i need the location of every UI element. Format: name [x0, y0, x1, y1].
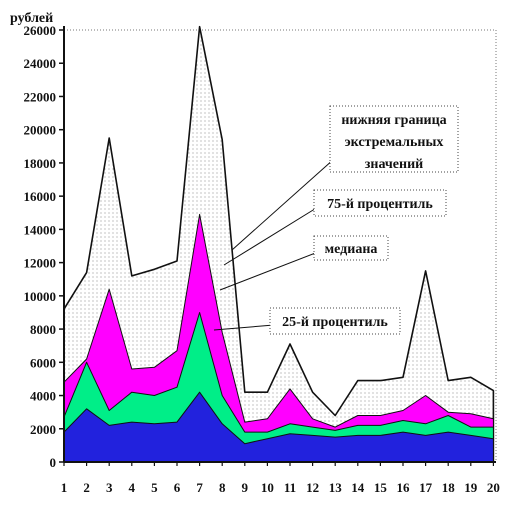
x-tick-label: 8 — [219, 480, 226, 495]
x-tick-label: 9 — [242, 480, 249, 495]
y-tick-label: 24000 — [24, 56, 57, 71]
annotation-text: 75-й процентиль — [327, 197, 433, 212]
x-tick-label: 18 — [442, 480, 456, 495]
x-tick-label: 3 — [106, 480, 113, 495]
series-areas — [63, 25, 495, 463]
leader-line — [213, 324, 275, 331]
plot-frame — [64, 29, 497, 462]
y-tick-label: 18000 — [24, 156, 57, 171]
x-axis: 1 2 3 4 5 6 7 8 9 10 11 12 13 14 15 16 17 18 19 20 — [61, 461, 500, 495]
y-tick-label: 8000 — [30, 322, 56, 337]
y-tick-label: 12000 — [24, 256, 57, 271]
area-1 — [63, 25, 495, 463]
x-tick-label: 20 — [487, 480, 500, 495]
y-axis: 0 2000 4000 6000 8000 10000 12000 14000 16000 180… — [24, 23, 65, 470]
annotation-box — [313, 235, 389, 261]
y-tick-label: 26000 — [24, 23, 57, 38]
annotation-text: 25-й процентиль — [282, 315, 388, 330]
x-tick-label: 17 — [419, 480, 433, 495]
annotation-box — [329, 105, 459, 173]
annotation-text: значений — [365, 157, 423, 172]
x-tick-label: 14 — [351, 480, 365, 495]
x-tick-label: 4 — [129, 480, 136, 495]
x-tick-label: 15 — [374, 480, 388, 495]
annotations: нижняя граница экстремальных значений 75-й … — [269, 105, 459, 335]
y-tick-label: 0 — [50, 455, 57, 470]
annotation-text: медиана — [325, 242, 378, 257]
x-tick-label: 13 — [329, 480, 343, 495]
x-tick-label: 7 — [196, 480, 203, 495]
x-tick-label: 2 — [83, 480, 90, 495]
area-4 — [63, 391, 494, 463]
y-tick-label: 14000 — [24, 222, 57, 237]
leader-line — [231, 158, 335, 251]
leader-line — [219, 251, 319, 291]
x-tick-label: 5 — [151, 480, 158, 495]
annotation-box — [313, 189, 447, 217]
annotation-text: экстремальных — [345, 135, 444, 150]
x-tick-label: 19 — [464, 480, 478, 495]
y-tick-label: 20000 — [24, 123, 57, 138]
x-tick-label: 12 — [306, 480, 319, 495]
x-tick-label: 11 — [284, 480, 296, 495]
x-tick-label: 16 — [397, 480, 411, 495]
annotation-text: нижняя граница — [341, 113, 446, 128]
y-tick-label: 10000 — [24, 289, 57, 304]
y-tick-label: 22000 — [24, 89, 57, 104]
x-tick-label: 6 — [174, 480, 181, 495]
y-tick-label: 2000 — [30, 422, 56, 437]
annotation-leaders — [213, 158, 335, 331]
leader-line — [223, 206, 319, 266]
x-tick-label: 1 — [61, 480, 68, 495]
y-axis-unit-label: рублей — [10, 11, 53, 26]
annotation-box — [269, 307, 401, 335]
y-tick-label: 6000 — [30, 355, 56, 370]
y-tick-label: 16000 — [24, 189, 57, 204]
x-tick-label: 10 — [261, 480, 274, 495]
y-tick-label: 4000 — [30, 389, 56, 404]
